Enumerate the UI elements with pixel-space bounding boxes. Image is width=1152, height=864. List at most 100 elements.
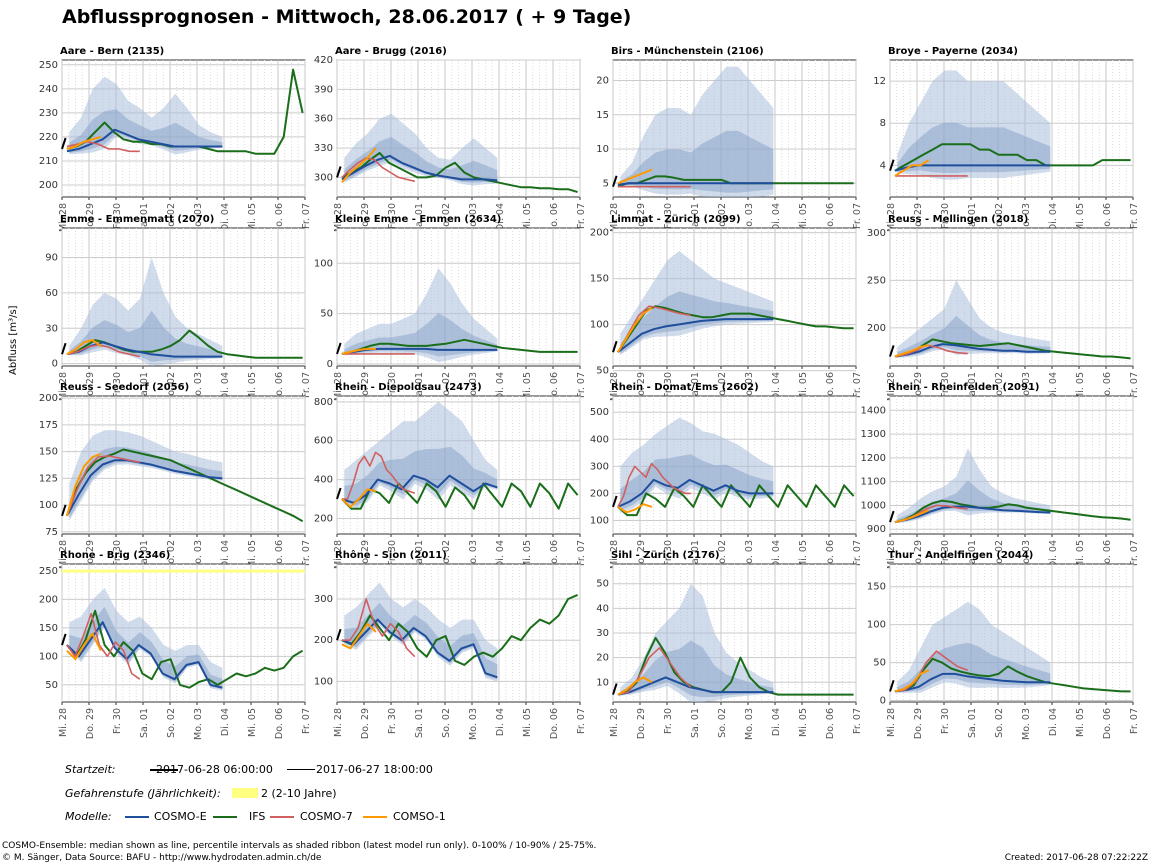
x-tick-label: Di. 04 (220, 540, 231, 568)
y-tick-label: 200 (590, 228, 609, 239)
x-tick-label: Sa. 01 (967, 203, 978, 233)
x-tick-label: Do. 29 (636, 540, 647, 571)
x-tick-label: Fr. 30 (112, 372, 123, 398)
y-tick-label: 100 (590, 515, 609, 526)
footer-created: Created: 2017-06-28 07:22:22Z (1004, 853, 1148, 863)
y-tick-label: 0 (327, 359, 333, 370)
x-tick-label: Mo. 03 (468, 540, 479, 572)
x-tick-label: Mi. 28 (58, 203, 69, 232)
x-tick-label: Sa. 01 (967, 708, 978, 738)
ensemble-ribbon-inner (897, 480, 1051, 523)
x-tick-label: Do. 06 (1102, 203, 1113, 234)
y-tick-label: 200 (314, 513, 333, 524)
x-tick-label: Do. 06 (274, 372, 285, 403)
x-tick-label: Sa. 01 (414, 540, 425, 570)
x-tick-label: Do. 29 (636, 708, 647, 739)
y-tick-label: 1300 (861, 429, 886, 440)
x-tick-label: Do. 06 (825, 540, 836, 571)
x-tick-label: Fr. 30 (112, 540, 123, 566)
cosmo-1-line (617, 676, 653, 696)
x-tick-label: Mo. 03 (744, 540, 755, 572)
x-tick-label: Mi. 05 (1075, 203, 1086, 232)
cosmo-e-line (66, 459, 223, 517)
x-tick-label: Di. 04 (495, 708, 506, 736)
legend-gefahr-value: 2 (2-10 Jahre) (261, 787, 337, 800)
panel-title: Birs - Münchenstein (2106) (611, 46, 764, 57)
y-tick-label: 230 (39, 108, 58, 119)
legend-model-cosmo-7: COSMO-7 (300, 810, 353, 823)
chart-grid: Aare - Bern (2135)200210220230240250Mi. … (39, 46, 1140, 740)
x-tick-label: Sa. 01 (139, 708, 150, 738)
y-tick-label: 50 (320, 309, 333, 320)
ensemble-ribbon-inner (897, 122, 1051, 173)
cosmo-7-line (66, 455, 140, 517)
x-tick-label: Mi. 28 (609, 540, 620, 569)
cosmo-1-line (617, 307, 653, 353)
cosmo-7-line (617, 462, 691, 508)
legend-gefahr-label: Gefahrenstufe (Jährlichkeit): (65, 787, 221, 800)
ensemble-ribbon-inner (897, 642, 1051, 693)
panel-4: Emme - Emmenmatt (2070) 0 30 60 90 Mi. 28 Do. … (45, 214, 312, 404)
cosmo-e-swatch (125, 816, 149, 818)
x-tick-label: So. 02 (717, 372, 728, 402)
y-tick-label: 4 (880, 160, 886, 171)
cosmo-7-line (894, 650, 969, 693)
panel-title: Kleine Emme - Emmen (2634) (335, 214, 501, 225)
x-tick-label: Mo. 03 (1021, 708, 1032, 740)
x-tick-label: Mi. 28 (886, 708, 897, 737)
x-tick-label: Mo. 03 (744, 708, 755, 740)
cosmo-1-line (65, 452, 102, 517)
observed-line (612, 175, 618, 188)
x-tick-label: Di. 04 (1048, 203, 1059, 231)
panel-title: Reuss - Mellingen (2018) (888, 214, 1028, 225)
x-tick-label: Mo. 03 (1021, 203, 1032, 235)
x-tick-label: Di. 04 (1048, 540, 1059, 568)
footer-note: COSMO-Ensemble: median shown as line, pe… (2, 841, 597, 851)
x-tick-label: Mo. 03 (468, 372, 479, 404)
observed-line (336, 487, 342, 500)
x-tick-label: Fr. 07 (301, 708, 312, 734)
y-tick-label: 250 (867, 275, 886, 286)
x-tick-label: Mo. 03 (744, 372, 755, 404)
x-tick-label: Do. 06 (274, 203, 285, 234)
x-tick-label: Fr. 30 (663, 708, 674, 734)
x-tick-label: Mo. 03 (468, 203, 479, 235)
x-tick-label: Mi. 28 (609, 708, 620, 737)
x-tick-label: Fr. 07 (1129, 708, 1140, 734)
cosmo-e-line (894, 343, 1051, 358)
x-tick-label: Fr. 30 (940, 540, 951, 566)
x-tick-label: Di. 04 (220, 203, 231, 231)
cosmo-1-line (66, 135, 102, 150)
cosmo-1-line (341, 622, 377, 650)
x-tick-label: Fr. 30 (663, 372, 674, 398)
ensemble-ribbon (344, 268, 498, 363)
x-tick-label: Do. 06 (549, 540, 560, 571)
x-tick-label: Sa. 01 (139, 372, 150, 402)
y-tick-label: 600 (314, 436, 333, 447)
observed-line (612, 340, 618, 353)
panel-title: Emme - Emmenmatt (2070) (60, 214, 214, 225)
x-tick-label: Fr. 30 (663, 203, 674, 229)
ensemble-ribbon (69, 257, 223, 366)
x-tick-label: Fr. 07 (1129, 203, 1140, 229)
x-tick-label: Do. 29 (913, 540, 924, 571)
y-tick-label: 30 (596, 628, 609, 639)
x-tick-label: Do. 06 (549, 203, 560, 234)
ensemble-ribbon (620, 66, 774, 197)
ifs-line (617, 305, 854, 353)
cosmo-1-line (617, 503, 653, 514)
x-tick-label: Fr. 07 (852, 372, 863, 398)
y-tick-label: 50 (45, 680, 58, 691)
panel-12: Rhone - Brig (2346) 50 100 150 200 250 Mi. 28 D… (39, 550, 312, 740)
y-tick-label: 1100 (861, 477, 886, 488)
x-tick-label: Fr. 07 (852, 708, 863, 734)
x-tick-label: Do. 29 (85, 203, 96, 234)
y-tick-label: 50 (596, 579, 609, 590)
x-tick-label: Di. 04 (220, 372, 231, 400)
x-tick-label: Mo. 03 (1021, 372, 1032, 404)
ensemble-ribbon (897, 280, 1051, 358)
panel-13: Rhône - Sion (2011) 100 200 300 Mi. 28 Do. 29… (314, 549, 587, 740)
x-tick-label: Di. 04 (771, 540, 782, 568)
x-tick-label: Do. 06 (549, 372, 560, 403)
